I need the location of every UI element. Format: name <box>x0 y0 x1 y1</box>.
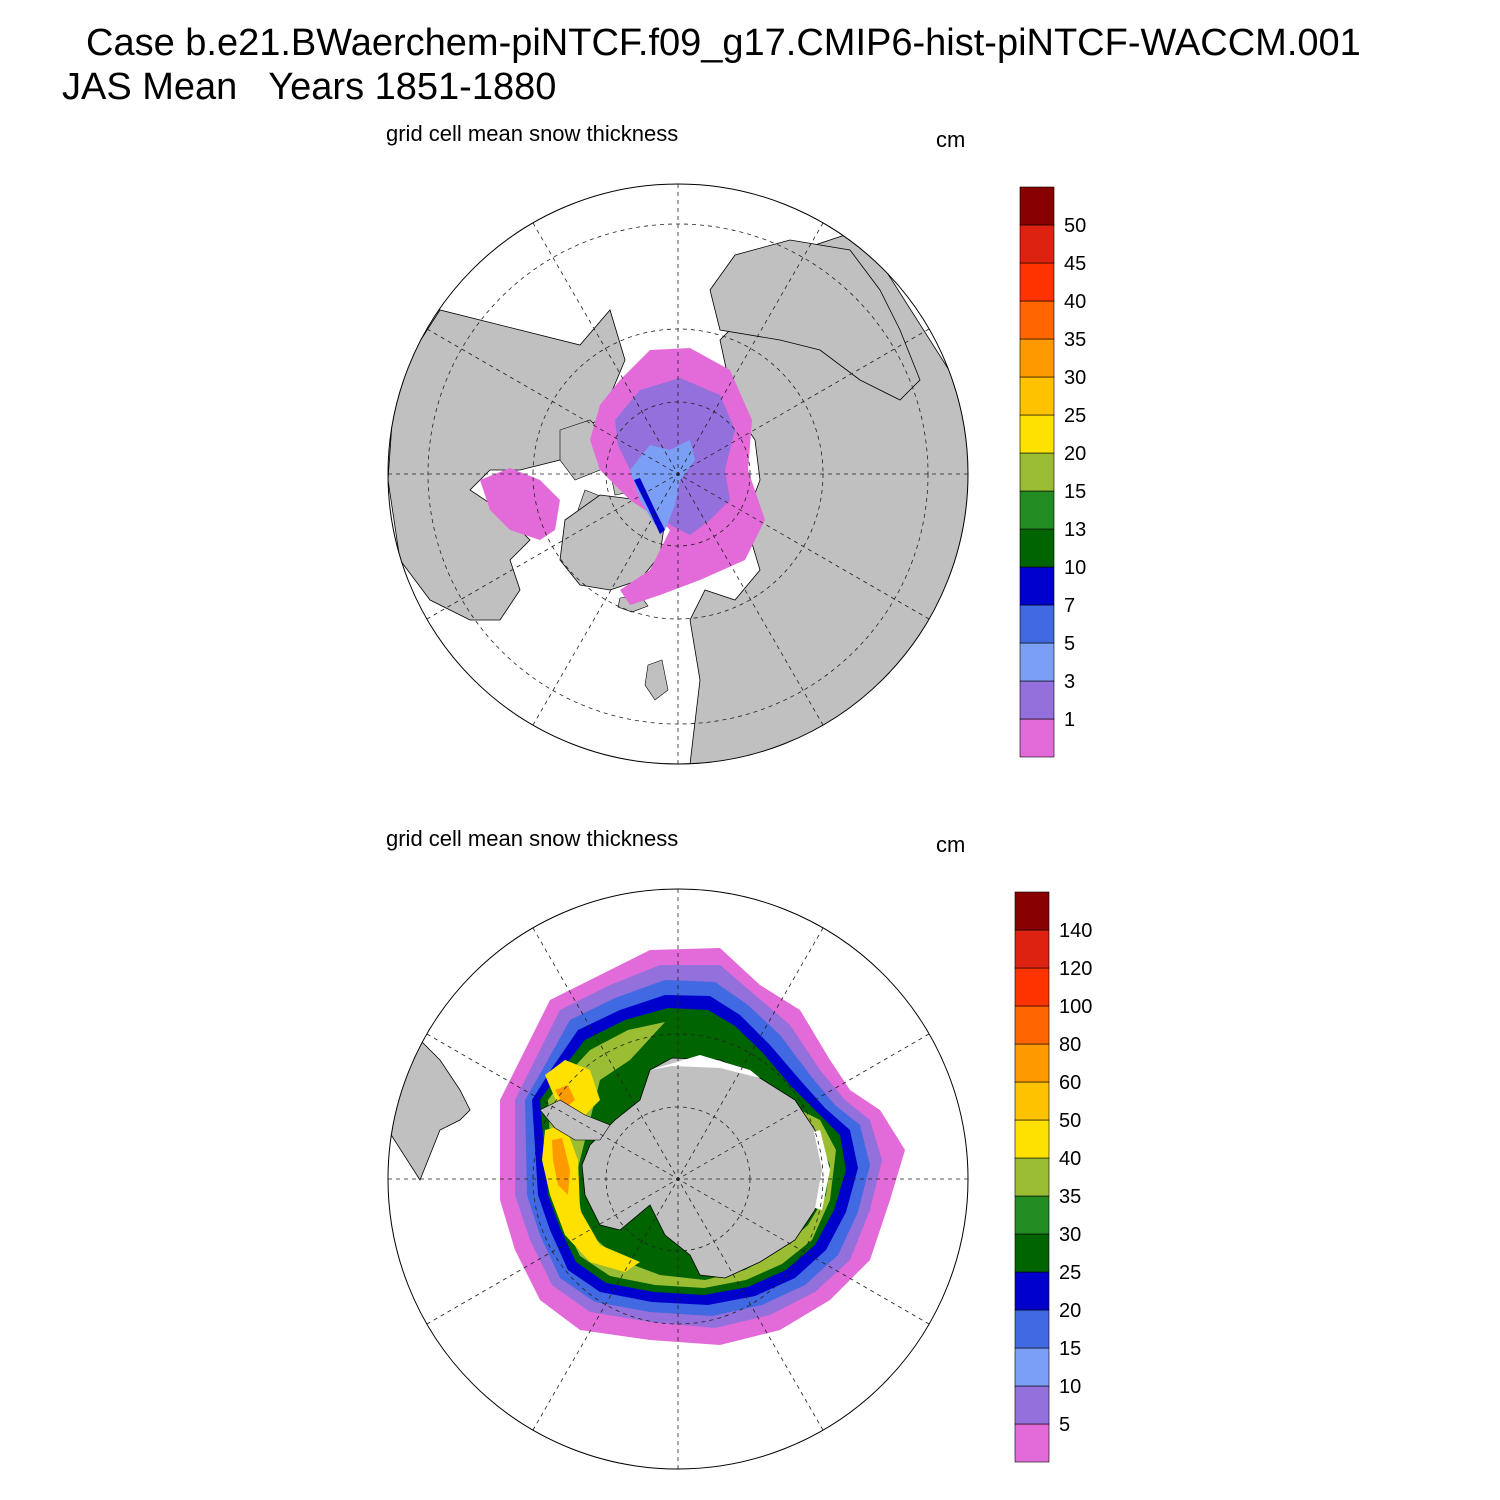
colorbar-swatch <box>1014 1043 1050 1083</box>
north-units-label: cm <box>936 127 966 152</box>
south-snow-level-60 <box>552 1085 575 1195</box>
colorbar-tick-label: 5 <box>1064 633 1075 655</box>
colorbar-swatch <box>1019 718 1055 758</box>
colorbar-tick-label: 13 <box>1064 519 1086 541</box>
colorbar-swatch <box>1014 1119 1050 1159</box>
colorbar-tick-label: 20 <box>1059 1300 1081 1322</box>
south-colorbar: 5 10 15 20 25 30 35 40 50 60 80 100 120 140 <box>1014 891 1092 1463</box>
colorbar-tick-label: 5 <box>1059 1414 1070 1436</box>
colorbar-swatch <box>1019 566 1055 606</box>
colorbar-swatch <box>1019 604 1055 644</box>
colorbar-tick-label: 1 <box>1064 709 1075 731</box>
colorbar-tick-label: 140 <box>1059 920 1092 942</box>
north-snow-level-7-edge <box>634 478 665 534</box>
south-land-antarctic-peninsula <box>539 1099 611 1141</box>
colorbar-swatch <box>1014 1423 1050 1463</box>
colorbar-swatch <box>1019 186 1055 226</box>
colorbar-swatch <box>1014 1005 1050 1045</box>
colorbar-swatch <box>1014 1271 1050 1311</box>
colorbar-tick-label: 35 <box>1064 329 1086 351</box>
colorbar-tick-label: 50 <box>1059 1110 1081 1132</box>
colorbar-swatch <box>1019 642 1055 682</box>
colorbar-swatch <box>1014 891 1050 931</box>
colorbar-tick-label: 40 <box>1064 291 1086 313</box>
colorbar-swatch <box>1014 1233 1050 1273</box>
north-land-british-isles <box>644 659 669 701</box>
colorbar-tick-label: 100 <box>1059 996 1092 1018</box>
south-units-label: cm <box>936 832 966 857</box>
north-land-siberia <box>709 239 921 401</box>
north-panel-title: grid cell mean snow thickness <box>386 121 679 146</box>
colorbar-tick-label: 25 <box>1059 1262 1081 1284</box>
colorbar-tick-label: 50 <box>1064 215 1086 237</box>
colorbar-swatch <box>1014 967 1050 1007</box>
north-graticule <box>388 184 968 764</box>
colorbar-tick-label: 7 <box>1064 595 1075 617</box>
south-polar-map <box>387 888 969 1470</box>
north-polar-map <box>387 183 969 765</box>
south-land-antarctica <box>581 1057 826 1279</box>
colorbar-tick-label: 40 <box>1059 1148 1081 1170</box>
south-panel-title: grid cell mean snow thickness <box>386 826 679 851</box>
colorbar-swatch <box>1014 1157 1050 1197</box>
colorbar-tick-label: 20 <box>1064 443 1086 465</box>
colorbar-tick-label: 35 <box>1059 1186 1081 1208</box>
colorbar-swatch <box>1019 300 1055 340</box>
period-title: JAS Mean Years 1851-1880 <box>62 66 557 108</box>
colorbar-swatch <box>1019 528 1055 568</box>
north-snow-level-5 <box>630 440 695 530</box>
colorbar-tick-label: 25 <box>1064 405 1086 427</box>
colorbar-swatch <box>1019 224 1055 264</box>
colorbar-swatch <box>1019 452 1055 492</box>
colorbar-tick-label: 10 <box>1064 557 1086 579</box>
colorbar-tick-label: 30 <box>1059 1224 1081 1246</box>
colorbar-tick-label: 3 <box>1064 671 1075 693</box>
colorbar-tick-label: 15 <box>1064 481 1086 503</box>
case-title: Case b.e21.BWaerchem-piNTCF.f09_g17.CMIP… <box>86 22 1361 64</box>
colorbar-tick-label: 15 <box>1059 1338 1081 1360</box>
colorbar-swatch <box>1014 1385 1050 1425</box>
north-land-greenland <box>559 494 666 591</box>
colorbar-tick-label: 45 <box>1064 253 1086 275</box>
south-graticule <box>388 889 968 1469</box>
colorbar-swatch <box>1019 262 1055 302</box>
colorbar-swatch <box>1019 376 1055 416</box>
colorbar-tick-label: 80 <box>1059 1034 1081 1056</box>
colorbar-swatch <box>1014 1195 1050 1235</box>
colorbar-swatch <box>1014 929 1050 969</box>
colorbar-tick-label: 120 <box>1059 958 1092 980</box>
colorbar-tick-label: 30 <box>1064 367 1086 389</box>
colorbar-swatch <box>1019 490 1055 530</box>
colorbar-swatch <box>1019 680 1055 720</box>
colorbar-swatch <box>1019 414 1055 454</box>
colorbar-swatch <box>1014 1081 1050 1121</box>
colorbar-swatch <box>1014 1309 1050 1349</box>
colorbar-swatch <box>1014 1347 1050 1387</box>
colorbar-tick-label: 60 <box>1059 1072 1081 1094</box>
colorbar-swatch <box>1019 338 1055 378</box>
north-snow-level-1-hudson <box>480 468 560 540</box>
colorbar-tick-label: 10 <box>1059 1376 1081 1398</box>
